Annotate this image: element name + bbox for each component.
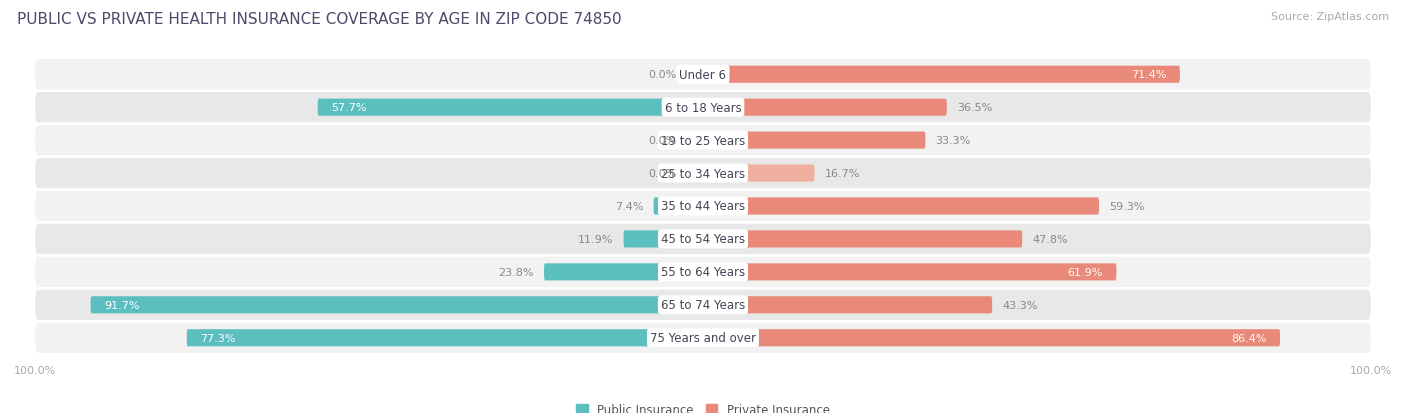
Text: 75 Years and over: 75 Years and over [650,332,756,344]
FancyBboxPatch shape [703,66,1180,83]
FancyBboxPatch shape [35,126,1371,156]
Text: 33.3%: 33.3% [935,136,970,146]
Text: 0.0%: 0.0% [648,169,676,179]
Text: 23.8%: 23.8% [499,267,534,277]
FancyBboxPatch shape [703,330,1279,347]
FancyBboxPatch shape [654,198,703,215]
FancyBboxPatch shape [35,290,1371,320]
FancyBboxPatch shape [703,132,925,150]
Text: 43.3%: 43.3% [1002,300,1038,310]
Text: 11.9%: 11.9% [578,234,613,244]
Text: 36.5%: 36.5% [956,103,993,113]
Text: 71.4%: 71.4% [1130,70,1167,80]
Text: Source: ZipAtlas.com: Source: ZipAtlas.com [1271,12,1389,22]
FancyBboxPatch shape [686,132,703,150]
FancyBboxPatch shape [35,224,1371,254]
Text: 57.7%: 57.7% [330,103,367,113]
Text: 59.3%: 59.3% [1109,202,1144,211]
Text: 0.0%: 0.0% [648,70,676,80]
FancyBboxPatch shape [35,60,1371,90]
Text: PUBLIC VS PRIVATE HEALTH INSURANCE COVERAGE BY AGE IN ZIP CODE 74850: PUBLIC VS PRIVATE HEALTH INSURANCE COVER… [17,12,621,27]
FancyBboxPatch shape [703,100,946,116]
Text: 61.9%: 61.9% [1067,267,1104,277]
FancyBboxPatch shape [686,165,703,182]
FancyBboxPatch shape [35,323,1371,353]
FancyBboxPatch shape [90,297,703,313]
Text: 0.0%: 0.0% [648,136,676,146]
Text: 19 to 25 Years: 19 to 25 Years [661,134,745,147]
FancyBboxPatch shape [544,263,703,281]
Text: 6 to 18 Years: 6 to 18 Years [665,102,741,114]
FancyBboxPatch shape [35,191,1371,222]
Legend: Public Insurance, Private Insurance: Public Insurance, Private Insurance [571,398,835,413]
Text: 91.7%: 91.7% [104,300,139,310]
Text: 77.3%: 77.3% [200,333,236,343]
Text: Under 6: Under 6 [679,69,727,81]
FancyBboxPatch shape [703,263,1116,281]
Text: 65 to 74 Years: 65 to 74 Years [661,299,745,311]
FancyBboxPatch shape [703,198,1099,215]
FancyBboxPatch shape [35,257,1371,287]
Text: 86.4%: 86.4% [1232,333,1267,343]
FancyBboxPatch shape [318,100,703,116]
FancyBboxPatch shape [703,231,1022,248]
FancyBboxPatch shape [686,66,703,83]
FancyBboxPatch shape [623,231,703,248]
FancyBboxPatch shape [703,165,814,182]
FancyBboxPatch shape [35,159,1371,189]
Text: 55 to 64 Years: 55 to 64 Years [661,266,745,279]
Text: 45 to 54 Years: 45 to 54 Years [661,233,745,246]
FancyBboxPatch shape [703,297,993,313]
FancyBboxPatch shape [187,330,703,347]
Text: 47.8%: 47.8% [1032,234,1069,244]
Text: 7.4%: 7.4% [614,202,644,211]
Text: 25 to 34 Years: 25 to 34 Years [661,167,745,180]
Text: 35 to 44 Years: 35 to 44 Years [661,200,745,213]
FancyBboxPatch shape [35,93,1371,123]
Text: 16.7%: 16.7% [824,169,860,179]
